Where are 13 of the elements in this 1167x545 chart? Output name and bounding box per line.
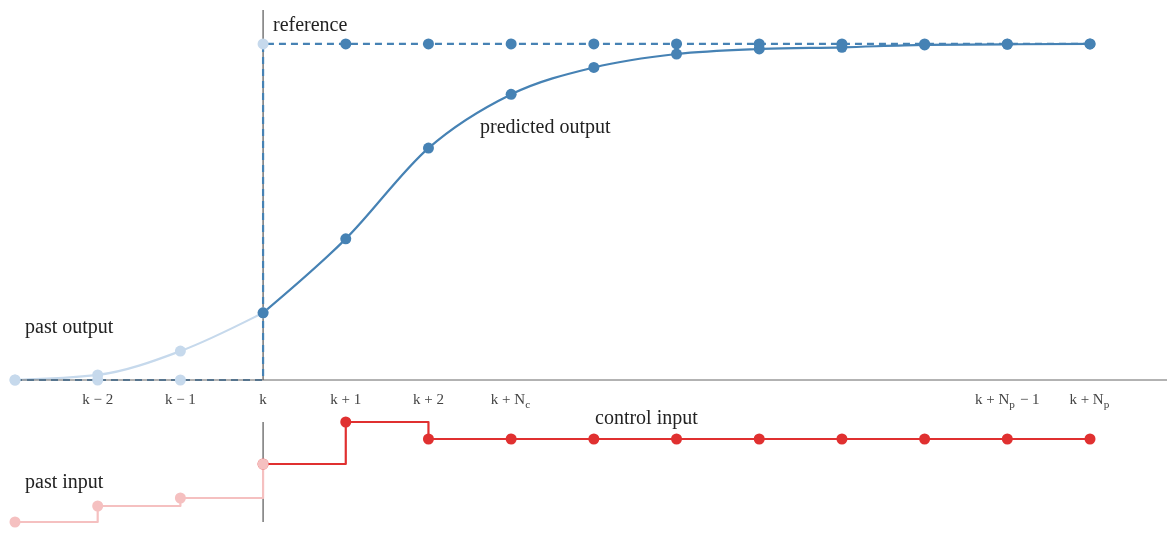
series-label: control input (595, 406, 698, 429)
x-tick-label: k − 2 (82, 391, 114, 407)
x-tick-label: k − 1 (164, 391, 196, 407)
series-label: predicted output (480, 115, 611, 138)
x-tick-label: k + N$_{p}$ − 1 (974, 391, 1040, 410)
x-tick-label: k (259, 391, 268, 407)
series-label: past input (25, 470, 104, 493)
series-label: reference (273, 13, 348, 36)
x-tick-label: k + 2 (412, 391, 444, 407)
x-tick-label: k + N$_{p}$ (1069, 391, 1110, 410)
series-label: past output (25, 315, 114, 338)
x-tick-label: k + N$_{c}$ (490, 391, 531, 410)
x-tick-label: k + 1 (330, 391, 362, 407)
